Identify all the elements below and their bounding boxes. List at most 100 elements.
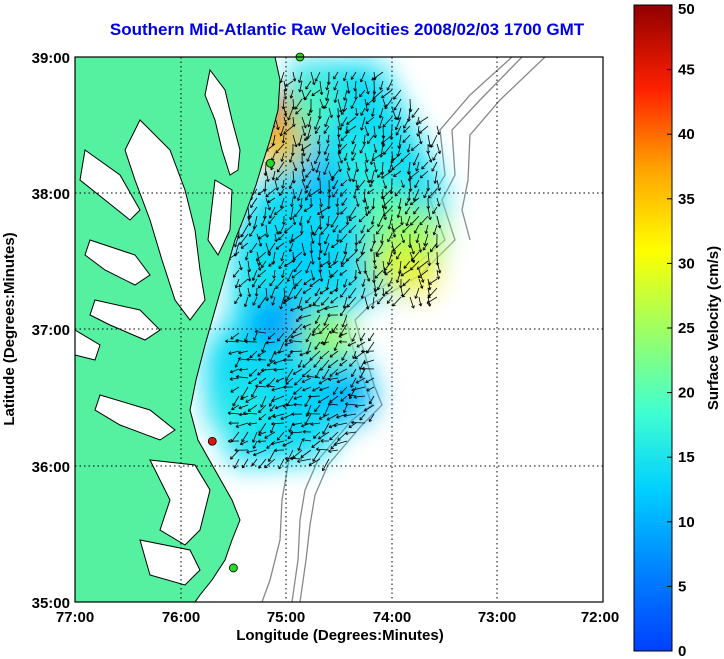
velocity-arrow [270, 287, 276, 299]
velocity-arrow [382, 206, 387, 221]
velocity-arrow [319, 197, 323, 208]
velocity-arrow [251, 386, 258, 398]
velocity-arrow [354, 242, 359, 253]
velocity-arrow [292, 323, 303, 334]
velocity-arrow [355, 260, 362, 275]
y-tick-labels: 39:00 38:00 37:00 36:00 35:00 [32, 50, 70, 612]
velocity-arrow [346, 80, 351, 94]
velocity-arrow [253, 332, 258, 341]
velocity-arrow [320, 359, 330, 371]
velocity-arrow [234, 233, 240, 248]
velocity-arrow [229, 377, 240, 381]
velocity-arrow [314, 71, 321, 82]
velocity-arrow [250, 197, 258, 208]
velocity-arrow [320, 340, 330, 345]
velocity-arrow [360, 349, 375, 354]
velocity-arrow [268, 215, 276, 225]
velocity-arrow [276, 161, 285, 173]
velocity-arrow [337, 152, 343, 164]
velocity-arrow [394, 116, 402, 131]
velocity-arrow [325, 80, 330, 91]
velocity-arrow [340, 116, 348, 127]
velocity-arrow [364, 161, 369, 172]
velocity-arrow [299, 350, 312, 357]
velocity-arrow [264, 431, 276, 439]
velocity-arrow [313, 431, 321, 439]
velocity-arrow [265, 170, 270, 182]
velocity-arrow [381, 188, 393, 200]
station-marker-online [265, 158, 275, 168]
velocity-arrow [274, 224, 280, 235]
velocity-arrow [325, 89, 330, 101]
velocity-arrow [244, 339, 258, 344]
colorbar-tick-label: 25 [678, 320, 695, 337]
velocity-arrow [381, 89, 393, 99]
velocity-arrow [235, 422, 249, 428]
velocity-arrow [289, 349, 303, 354]
colorbar-tick-label: 30 [678, 255, 695, 272]
velocity-arrow [247, 287, 252, 298]
velocity-arrow [402, 134, 411, 143]
velocity-arrow [410, 260, 420, 271]
velocity-arrow [305, 170, 312, 178]
velocity-arrow [364, 206, 369, 217]
velocity-arrow [371, 71, 384, 81]
velocity-arrow [414, 287, 420, 299]
velocity-arrow [257, 269, 267, 278]
velocity-arrow [271, 395, 285, 402]
velocity-arrow [302, 359, 312, 368]
velocity-arrow [333, 440, 348, 447]
velocity-arrow [434, 233, 439, 249]
velocity-arrow [257, 431, 267, 436]
velocity-arrow [310, 251, 315, 265]
velocity-arrow [346, 125, 357, 133]
velocity-arrow [340, 107, 348, 115]
velocity-arrow [279, 197, 285, 209]
velocity-arrow [345, 215, 350, 226]
velocity-arrow [251, 278, 258, 288]
velocity-arrow [278, 260, 285, 270]
velocity-arrow [310, 422, 321, 426]
velocity-arrow [246, 449, 258, 454]
velocity-arrow [230, 386, 240, 393]
velocity-arrow [382, 179, 388, 189]
velocity-arrow [324, 233, 330, 245]
velocity-arrow [303, 206, 312, 212]
velocity-arrow [384, 287, 393, 295]
velocity-arrow [270, 422, 276, 434]
velocity-arrow [302, 323, 312, 329]
velocity-arrow [353, 80, 357, 92]
velocity-arrow [329, 395, 339, 403]
velocity-arrow [350, 71, 357, 80]
x-axis-label: Longitude (Degrees:Minutes) [236, 627, 444, 644]
velocity-arrow [332, 386, 339, 395]
velocity-arrow [366, 134, 375, 145]
velocity-arrow [312, 323, 321, 334]
velocity-arrow [267, 242, 276, 254]
velocity-arrow [378, 107, 384, 119]
velocity-arrow [258, 377, 267, 384]
velocity-arrow [257, 296, 267, 309]
velocity-arrow [305, 80, 312, 90]
velocity-arrow [390, 152, 402, 164]
colorbar-tick-label: 10 [678, 514, 695, 531]
velocity-arrow [289, 456, 303, 461]
velocity-arrow [261, 260, 267, 269]
velocity-arrow [366, 386, 375, 392]
velocity-arrow [230, 332, 240, 340]
velocity-arrow [297, 134, 303, 147]
velocity-arrow [424, 224, 429, 234]
velocity-arrow [337, 161, 342, 173]
velocity-arrow [361, 366, 375, 371]
velocity-arrow [369, 179, 375, 188]
velocity-arrow [373, 161, 378, 173]
velocity-arrow [331, 170, 339, 180]
velocity-arrow [421, 161, 429, 170]
velocity-arrow [353, 395, 366, 399]
velocity-arrow [380, 233, 384, 244]
velocity-arrow [355, 377, 366, 384]
velocity-arrow [387, 233, 393, 243]
velocity-arrow [381, 170, 393, 179]
velocity-arrow [265, 197, 271, 211]
velocity-arrow [339, 359, 348, 367]
